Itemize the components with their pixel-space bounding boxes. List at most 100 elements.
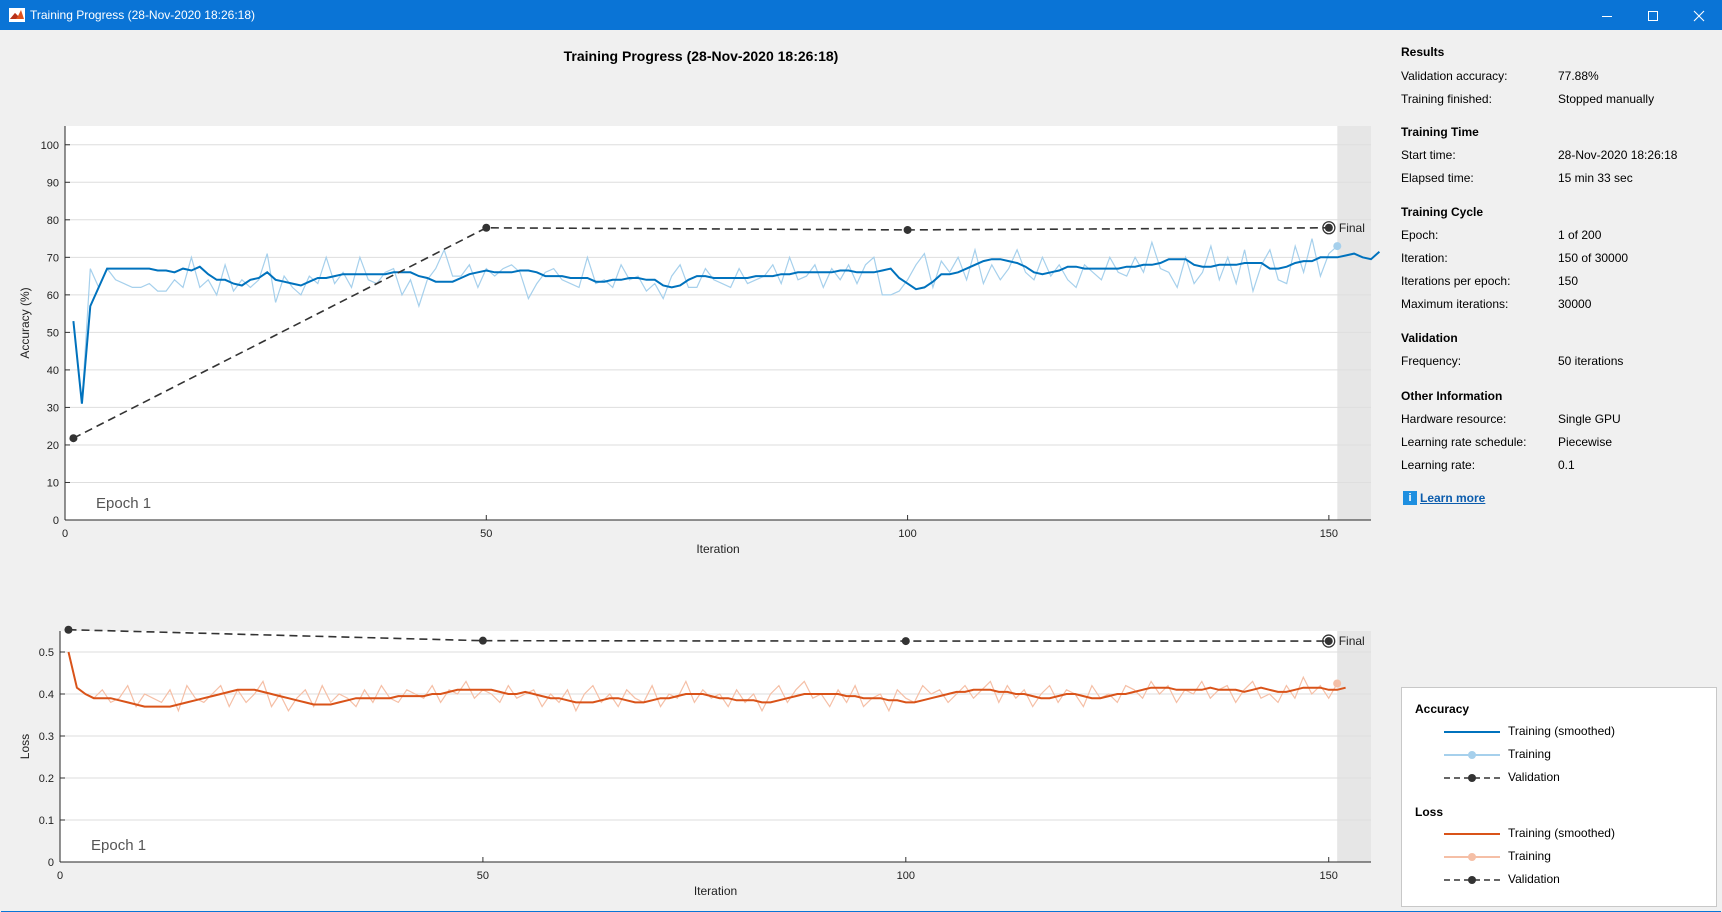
accuracy-final-label: Final	[1339, 221, 1365, 235]
maximize-icon	[1648, 10, 1658, 21]
legend-loss-smoothed: Training (smoothed)	[1508, 826, 1615, 840]
loss-ytick-label: 0	[48, 857, 54, 869]
loss-validation-point	[478, 636, 487, 645]
elapsed-time-value: 15 min 33 sec	[1558, 171, 1633, 185]
epoch-label: Epoch:	[1401, 228, 1439, 242]
loss-final-label: Final	[1339, 634, 1365, 648]
matlab-icon	[9, 8, 25, 22]
accuracy-xlabel: Iteration	[696, 542, 739, 556]
accuracy-xtick-label: 150	[1320, 528, 1338, 540]
training-finished-value: Stopped manually	[1558, 92, 1655, 106]
loss-xtick-label: 150	[1320, 870, 1338, 882]
loss-ytick-label: 0.2	[39, 773, 54, 785]
loss-training-line	[67, 651, 1338, 713]
accuracy-xtick-label: 0	[62, 528, 68, 540]
training-cycle-heading: Training Cycle	[1401, 205, 1484, 219]
iteration-label: Iteration:	[1401, 251, 1448, 265]
legend-accuracy-smoothed-swatch	[1444, 731, 1500, 733]
results-heading: Results	[1401, 45, 1445, 59]
epoch-value: 1 of 200	[1558, 228, 1602, 242]
iterations-per-epoch-label: Iterations per epoch:	[1401, 274, 1511, 288]
title-bar: Training Progress (28-Nov-2020 18:26:18)	[0, 0, 1722, 30]
learn-more[interactable]: i Learn more	[1403, 490, 1485, 505]
legend-loss-validation-swatch	[1444, 876, 1500, 884]
loss-validation-point	[1324, 637, 1333, 646]
legend: Accuracy Training (smoothed) Training Va…	[1401, 687, 1717, 907]
loss-training-smoothed-line	[67, 651, 1346, 708]
legend-accuracy-validation: Validation	[1508, 770, 1560, 784]
validation-accuracy-label: Validation accuracy:	[1401, 69, 1508, 83]
legend-accuracy-training: Training	[1508, 747, 1551, 761]
loss-chart: 0 0.1 0.2 0.3 0.4 0.5 0 50 100 150 Iteration Loss Ep…	[18, 625, 1371, 898]
accuracy-ytick-label: 70	[47, 252, 59, 264]
accuracy-ytick-label: 80	[47, 215, 59, 227]
accuracy-plot-area	[65, 126, 1371, 520]
start-time-label: Start time:	[1401, 148, 1456, 162]
loss-validation-point	[901, 637, 910, 646]
iteration-value: 150 of 30000	[1558, 251, 1629, 265]
accuracy-ytick-label: 100	[41, 140, 59, 152]
minimize-icon	[1602, 15, 1612, 17]
frequency-label: Frequency:	[1401, 354, 1462, 368]
legend-loss-training: Training	[1508, 849, 1551, 863]
loss-ytick-label: 0.1	[39, 815, 54, 827]
window-title: Training Progress (28-Nov-2020 18:26:18)	[30, 8, 256, 22]
accuracy-epoch-label: Epoch 1	[96, 495, 151, 512]
training-finished-label: Training finished:	[1401, 92, 1492, 106]
close-icon	[1693, 10, 1705, 22]
accuracy-validation-point	[482, 223, 491, 232]
loss-xtick-label: 50	[477, 870, 489, 882]
loss-validation-line	[68, 628, 1329, 642]
loss-validation-point	[64, 625, 73, 634]
legend-loss-smoothed-swatch	[1444, 833, 1500, 835]
start-time-value: 28-Nov-2020 18:26:18	[1558, 148, 1678, 162]
hardware-resource-value: Single GPU	[1558, 412, 1621, 426]
maximum-iterations-label: Maximum iterations:	[1401, 297, 1509, 311]
accuracy-validation-point	[69, 434, 78, 443]
maximum-iterations-value: 30000	[1558, 297, 1592, 311]
accuracy-training-smoothed-line	[72, 250, 1381, 404]
close-button[interactable]	[1676, 0, 1722, 30]
accuracy-chart: 0 10 20 30 40 50 60 70 80 90 100 0 50 100 150 Iteration…	[18, 126, 1381, 556]
accuracy-ylabel: Accuracy (%)	[18, 287, 32, 358]
accuracy-validation-line	[73, 226, 1329, 439]
loss-ytick-label: 0.4	[39, 689, 54, 701]
accuracy-ytick-label: 30	[47, 402, 59, 414]
accuracy-ytick-label: 10	[47, 477, 59, 489]
loss-xtick-label: 100	[897, 870, 915, 882]
accuracy-ytick-label: 90	[47, 177, 59, 189]
validation-heading: Validation	[1401, 331, 1458, 345]
accuracy-validation-point	[1324, 223, 1333, 232]
loss-ytick-label: 0.3	[39, 731, 54, 743]
loss-ytick-label: 0.5	[39, 647, 54, 659]
accuracy-ytick-label: 50	[47, 327, 59, 339]
hardware-resource-label: Hardware resource:	[1401, 412, 1507, 426]
legend-accuracy-training-swatch	[1444, 751, 1500, 759]
loss-final-marker	[1322, 634, 1336, 648]
loss-xtick-label: 0	[57, 870, 63, 882]
elapsed-time-label: Elapsed time:	[1401, 171, 1474, 185]
loss-training-final-point	[1333, 679, 1342, 688]
plot-title: Training Progress (28-Nov-2020 18:26:18)	[563, 48, 839, 64]
loss-epoch-shade	[1337, 631, 1371, 862]
accuracy-final-marker	[1322, 221, 1336, 235]
accuracy-ytick-label: 0	[53, 515, 59, 527]
minimize-button[interactable]	[1584, 0, 1630, 30]
training-time-heading: Training Time	[1401, 125, 1479, 139]
iterations-per-epoch-value: 150	[1558, 274, 1579, 288]
loss-epoch-label: Epoch 1	[91, 837, 146, 854]
maximize-button[interactable]	[1630, 0, 1676, 30]
learn-more-link[interactable]: Learn more	[1420, 490, 1486, 505]
accuracy-training-final-point	[1333, 242, 1342, 251]
lr-schedule-label: Learning rate schedule:	[1401, 435, 1527, 449]
legend-accuracy-smoothed: Training (smoothed)	[1508, 724, 1615, 738]
loss-xlabel: Iteration	[694, 884, 737, 898]
legend-loss-training-swatch	[1444, 853, 1500, 861]
accuracy-ytick-label: 20	[47, 440, 59, 452]
loss-ylabel: Loss	[18, 734, 32, 759]
legend-accuracy-validation-swatch	[1444, 774, 1500, 782]
accuracy-validation-point	[903, 225, 912, 234]
loss-plot-area	[60, 631, 1371, 862]
legend-loss-validation: Validation	[1508, 872, 1560, 886]
accuracy-ytick-label: 60	[47, 290, 59, 302]
